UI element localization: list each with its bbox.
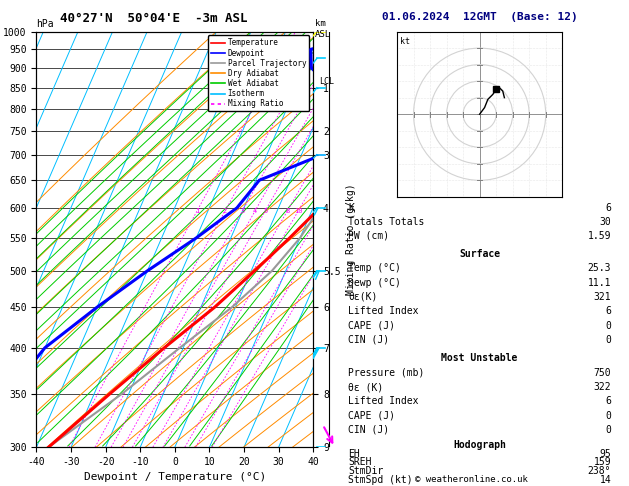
Text: 750: 750: [594, 368, 611, 378]
Legend: Temperature, Dewpoint, Parcel Trajectory, Dry Adiabat, Wet Adiabat, Isotherm, Mi: Temperature, Dewpoint, Parcel Trajectory…: [208, 35, 309, 111]
Text: 14: 14: [599, 475, 611, 485]
Text: 1: 1: [195, 208, 199, 214]
Text: EH: EH: [348, 449, 360, 459]
Text: StmDir: StmDir: [348, 466, 383, 476]
Text: 322: 322: [594, 382, 611, 392]
Text: Dewp (°C): Dewp (°C): [348, 278, 401, 288]
Text: 5: 5: [263, 208, 267, 214]
Text: 0: 0: [605, 335, 611, 345]
Text: CAPE (J): CAPE (J): [348, 411, 395, 420]
Text: hPa: hPa: [36, 19, 54, 30]
Text: 1.59: 1.59: [587, 231, 611, 241]
Text: 238°: 238°: [587, 466, 611, 476]
Text: 6: 6: [605, 396, 611, 406]
Text: 6: 6: [605, 203, 611, 213]
Text: PW (cm): PW (cm): [348, 231, 389, 241]
Text: SREH: SREH: [348, 457, 372, 468]
Text: 25.3: 25.3: [587, 263, 611, 273]
Text: 8: 8: [286, 208, 289, 214]
Text: 159: 159: [594, 457, 611, 468]
Text: StmSpd (kt): StmSpd (kt): [348, 475, 413, 485]
Text: 30: 30: [599, 217, 611, 226]
Text: CIN (J): CIN (J): [348, 335, 389, 345]
Text: Pressure (mb): Pressure (mb): [348, 368, 425, 378]
Text: CAPE (J): CAPE (J): [348, 321, 395, 330]
Text: 95: 95: [599, 449, 611, 459]
Text: Most Unstable: Most Unstable: [442, 353, 518, 364]
Text: Totals Totals: Totals Totals: [348, 217, 425, 226]
Text: 40°27'N  50°04'E  -3m ASL: 40°27'N 50°04'E -3m ASL: [60, 12, 248, 25]
Text: K: K: [348, 203, 354, 213]
Y-axis label: Mixing Ratio (g/kg): Mixing Ratio (g/kg): [346, 184, 356, 295]
Text: 0: 0: [605, 425, 611, 435]
Text: Surface: Surface: [459, 249, 500, 259]
Text: Lifted Index: Lifted Index: [348, 396, 418, 406]
Text: 0: 0: [605, 321, 611, 330]
Text: 0: 0: [605, 411, 611, 420]
Text: km
ASL: km ASL: [314, 19, 331, 39]
Text: 6: 6: [605, 306, 611, 316]
Text: 321: 321: [594, 292, 611, 302]
Text: 3: 3: [240, 208, 245, 214]
Text: CIN (J): CIN (J): [348, 425, 389, 435]
Text: 4: 4: [253, 208, 257, 214]
Text: LCL: LCL: [319, 77, 334, 86]
Text: kt: kt: [400, 36, 410, 46]
Text: 10: 10: [294, 208, 303, 214]
Text: Lifted Index: Lifted Index: [348, 306, 418, 316]
Text: 11.1: 11.1: [587, 278, 611, 288]
Text: 01.06.2024  12GMT  (Base: 12): 01.06.2024 12GMT (Base: 12): [382, 12, 577, 22]
Text: θε (K): θε (K): [348, 382, 383, 392]
Text: © weatheronline.co.uk: © weatheronline.co.uk: [415, 474, 528, 484]
Text: θε(K): θε(K): [348, 292, 377, 302]
X-axis label: Dewpoint / Temperature (°C): Dewpoint / Temperature (°C): [84, 472, 266, 483]
Text: Temp (°C): Temp (°C): [348, 263, 401, 273]
Text: Hodograph: Hodograph: [453, 440, 506, 450]
Text: 2: 2: [223, 208, 227, 214]
